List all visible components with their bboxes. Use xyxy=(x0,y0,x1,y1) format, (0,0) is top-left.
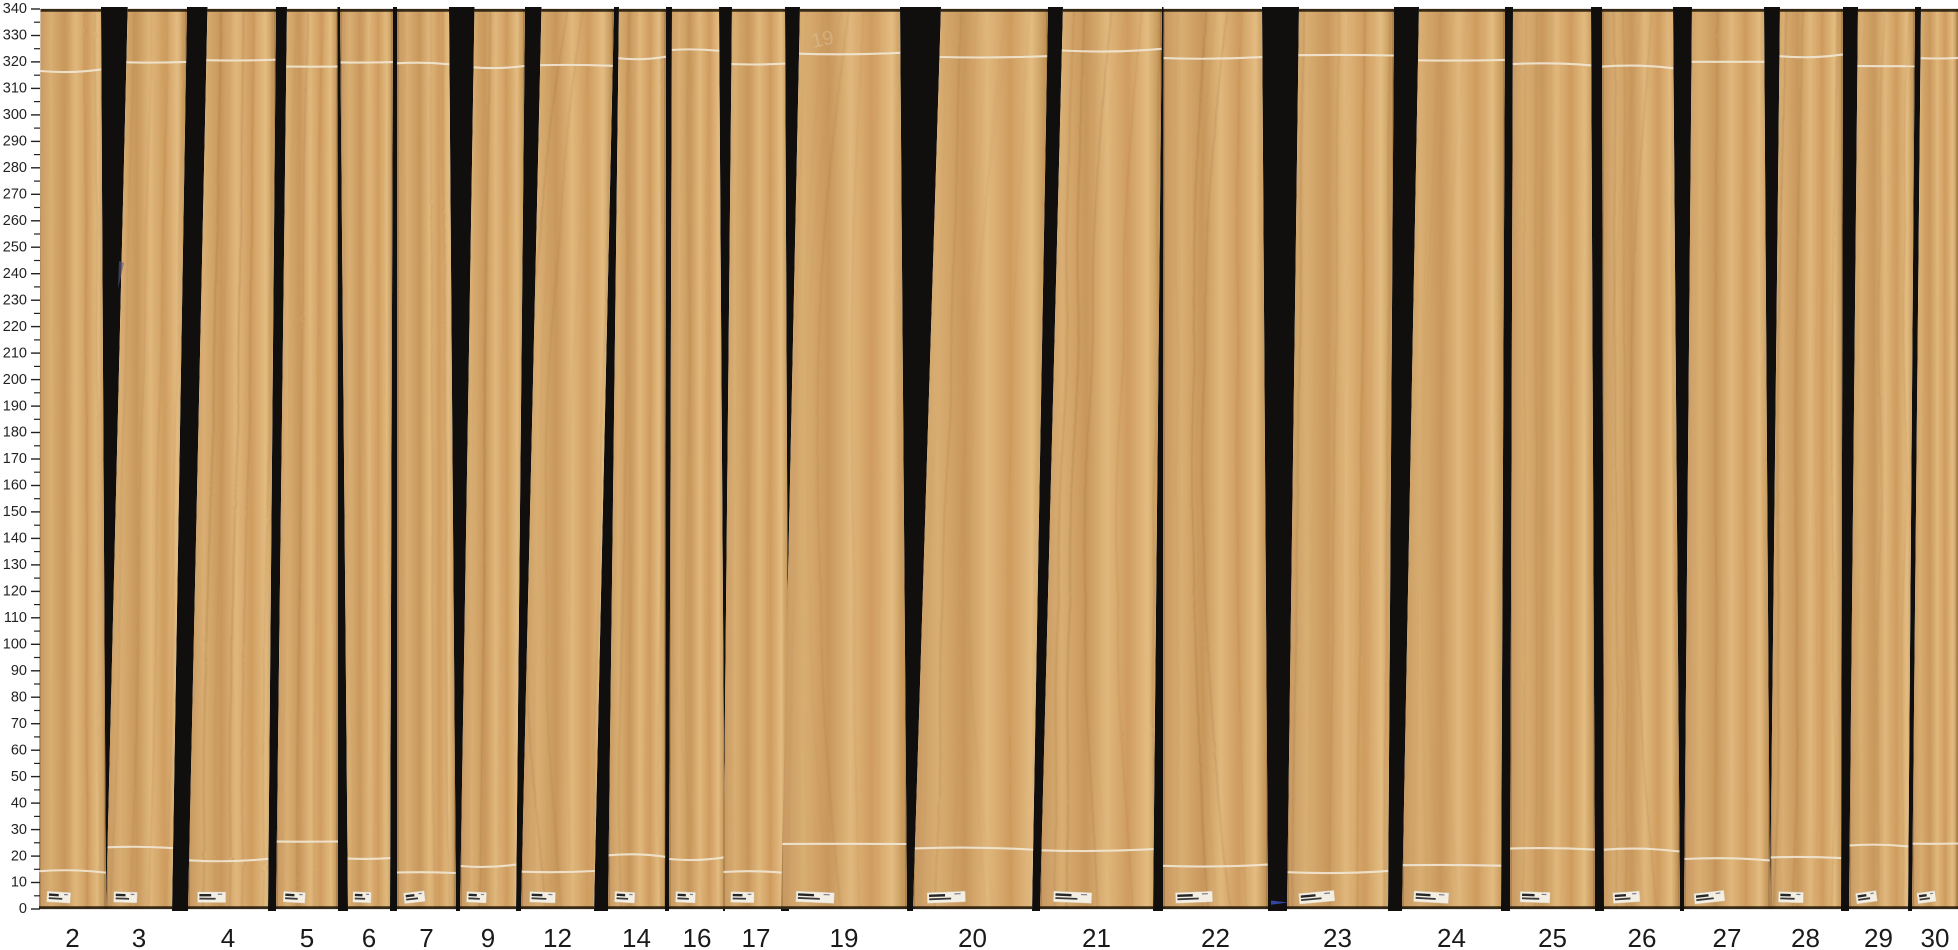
svg-text:250: 250 xyxy=(3,239,27,255)
svg-text:270: 270 xyxy=(3,187,27,203)
svg-text:200: 200 xyxy=(3,372,27,388)
svg-text:50: 50 xyxy=(11,769,27,785)
svg-text:100: 100 xyxy=(3,637,27,653)
svg-text:0: 0 xyxy=(19,901,27,917)
svg-text:20: 20 xyxy=(11,848,27,864)
svg-text:170: 170 xyxy=(3,451,27,467)
svg-text:150: 150 xyxy=(3,504,27,520)
svg-text:260: 260 xyxy=(3,213,27,229)
svg-text:17: 17 xyxy=(742,923,771,950)
svg-text:230: 230 xyxy=(3,292,27,308)
svg-text:19: 19 xyxy=(809,27,835,53)
svg-text:120: 120 xyxy=(3,584,27,600)
svg-text:30: 30 xyxy=(1921,923,1950,950)
svg-text:2: 2 xyxy=(65,923,79,950)
svg-text:330: 330 xyxy=(3,28,27,44)
svg-text:70: 70 xyxy=(11,716,27,732)
svg-text:40: 40 xyxy=(11,795,27,811)
svg-text:310: 310 xyxy=(3,81,27,97)
svg-text:60: 60 xyxy=(11,742,27,758)
svg-text:23: 23 xyxy=(1323,923,1352,950)
svg-text:21: 21 xyxy=(1082,923,1111,950)
svg-text:140: 140 xyxy=(3,531,27,547)
svg-text:240: 240 xyxy=(3,266,27,282)
svg-text:14: 14 xyxy=(622,923,651,950)
svg-text:180: 180 xyxy=(3,425,27,441)
svg-text:220: 220 xyxy=(3,319,27,335)
svg-text:26: 26 xyxy=(1628,923,1657,950)
svg-text:24: 24 xyxy=(1437,923,1466,950)
svg-text:9: 9 xyxy=(481,923,495,950)
svg-text:300: 300 xyxy=(3,107,27,123)
svg-text:110: 110 xyxy=(4,610,27,626)
svg-text:280: 280 xyxy=(3,160,27,176)
svg-text:340: 340 xyxy=(3,1,27,17)
svg-text:190: 190 xyxy=(3,398,27,414)
svg-text:210: 210 xyxy=(3,345,27,361)
svg-text:27: 27 xyxy=(1713,923,1742,950)
svg-text:6: 6 xyxy=(362,923,376,950)
svg-text:80: 80 xyxy=(11,689,27,705)
svg-text:28: 28 xyxy=(1791,923,1820,950)
svg-text:10: 10 xyxy=(11,875,27,891)
svg-text:22: 22 xyxy=(1201,923,1230,950)
svg-text:290: 290 xyxy=(3,134,27,150)
svg-text:160: 160 xyxy=(3,478,27,494)
svg-text:19: 19 xyxy=(830,923,859,950)
svg-text:320: 320 xyxy=(3,54,27,70)
svg-text:16: 16 xyxy=(683,923,712,950)
svg-text:3: 3 xyxy=(132,923,146,950)
svg-text:7: 7 xyxy=(419,923,433,950)
svg-text:29: 29 xyxy=(1864,923,1893,950)
svg-text:130: 130 xyxy=(3,557,27,573)
svg-text:30: 30 xyxy=(11,822,27,838)
svg-text:5: 5 xyxy=(300,923,314,950)
svg-text:4: 4 xyxy=(221,923,235,950)
svg-text:12: 12 xyxy=(543,923,572,950)
svg-text:25: 25 xyxy=(1538,923,1567,950)
svg-text:20: 20 xyxy=(958,923,987,950)
svg-text:90: 90 xyxy=(11,663,27,679)
